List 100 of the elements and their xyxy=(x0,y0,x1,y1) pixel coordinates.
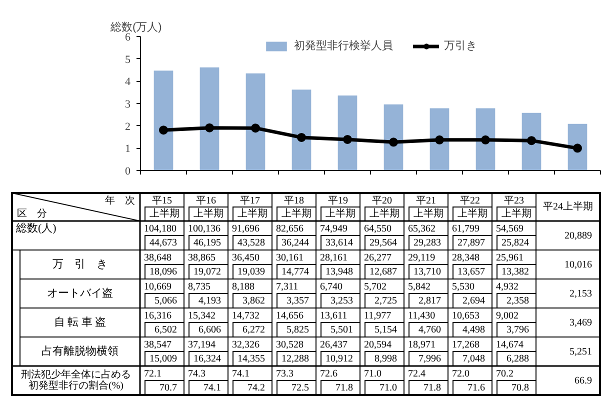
data-label: 3,796 xyxy=(506,324,529,336)
data-label: 3,862 xyxy=(242,296,265,307)
y-tick-label: 0 xyxy=(125,166,131,178)
category-label: 平19 xyxy=(328,194,348,206)
data-label: 10,653 xyxy=(452,310,480,322)
category-label: 平23 xyxy=(504,194,524,206)
point xyxy=(297,132,306,142)
data-label: 8,735 xyxy=(188,281,210,292)
data-label: 5,702 xyxy=(364,281,386,292)
bar xyxy=(384,104,404,170)
point xyxy=(205,123,214,132)
text: 年 次 xyxy=(105,194,135,206)
data-label: 2,817 xyxy=(418,296,441,307)
data-label: 5,825 xyxy=(286,324,309,336)
data-label: 14,774 xyxy=(282,266,309,278)
bar xyxy=(338,95,358,170)
y-tick-label: 5 xyxy=(125,54,131,66)
text: 刑法犯少年全体に占める初発型非行の割合(%) xyxy=(21,369,131,392)
data-label: 30,528 xyxy=(276,339,304,350)
category-label: 平21 xyxy=(416,194,436,206)
data-label: 18,096 xyxy=(150,266,177,278)
data-label: 25,961 xyxy=(496,252,524,264)
data-label: 4,932 xyxy=(496,281,518,292)
data-label: 71.6 xyxy=(468,382,485,394)
data-label: 33,614 xyxy=(326,238,353,249)
data-label: 12,288 xyxy=(282,354,309,365)
data-label: 70.7 xyxy=(160,382,177,394)
data-label: 29,283 xyxy=(414,238,441,249)
data-label: 72.5 xyxy=(292,382,309,394)
y-tick-label: 1 xyxy=(125,143,130,156)
bar xyxy=(246,73,266,170)
data-label: 65,362 xyxy=(408,223,436,234)
data-label: 28,161 xyxy=(320,252,348,264)
data-label: 2,358 xyxy=(506,296,529,307)
data-label: 5,530 xyxy=(452,281,474,292)
bar xyxy=(476,108,496,170)
data-label: 38,547 xyxy=(144,339,172,350)
data-label: 6,606 xyxy=(198,324,221,336)
text: 上半期 xyxy=(238,208,268,220)
data-label: 38,648 xyxy=(144,252,172,264)
data-label: 20,594 xyxy=(364,339,392,350)
point xyxy=(389,138,398,147)
data-label: 25,824 xyxy=(502,238,529,249)
data-label: 7,048 xyxy=(462,354,485,365)
text: 万 引 き xyxy=(52,258,108,271)
data-label: 14,656 xyxy=(276,310,304,322)
data-label: 2,725 xyxy=(374,296,397,307)
data-label: 36,244 xyxy=(282,238,309,249)
data-label: 3,469 xyxy=(570,316,592,328)
data-label: 36,450 xyxy=(232,252,260,264)
data-label: 2,153 xyxy=(570,288,592,300)
text: 上半期 xyxy=(150,208,180,220)
data-label: 26,437 xyxy=(320,339,348,350)
point xyxy=(527,136,536,146)
data-label: 5,066 xyxy=(154,296,177,307)
data-label: 6,740 xyxy=(320,281,342,292)
data-label: 66.9 xyxy=(574,374,592,386)
bar xyxy=(522,112,542,170)
data-label: 7,311 xyxy=(276,281,298,292)
data-label: 11,430 xyxy=(408,310,436,322)
data-label: 19,039 xyxy=(238,266,265,278)
data-label: 70.2 xyxy=(496,368,514,380)
data-label: 71.8 xyxy=(424,382,441,394)
data-label: 70.8 xyxy=(512,382,529,394)
data-label: 26,277 xyxy=(364,252,392,264)
data-label: 16,316 xyxy=(144,310,172,322)
data-label: 14,674 xyxy=(496,339,524,350)
y-tick-label: 4 xyxy=(125,76,131,88)
data-label: 3,357 xyxy=(286,296,309,307)
bar xyxy=(154,70,174,170)
data-label: 71.8 xyxy=(336,382,353,394)
data-label: 5,154 xyxy=(374,324,397,336)
data-label: 20,889 xyxy=(564,230,592,242)
data-label: 5,842 xyxy=(408,281,430,292)
data-label: 38,865 xyxy=(188,252,216,264)
data-label: 16,324 xyxy=(194,354,221,365)
data-label: 64,550 xyxy=(364,223,392,234)
data-label: 2,694 xyxy=(462,296,485,307)
text: 上半期 xyxy=(414,208,444,220)
data-label: 72.0 xyxy=(452,368,470,380)
legend-label: 万引き xyxy=(444,39,477,53)
data-label: 12,687 xyxy=(370,266,397,278)
data-label: 13,948 xyxy=(326,266,353,278)
data-label: 18,971 xyxy=(408,339,436,350)
text: 上半期 xyxy=(502,208,532,220)
data-label: 15,342 xyxy=(188,310,216,322)
point xyxy=(573,144,582,153)
data-label: 13,657 xyxy=(458,266,485,278)
data-label: 100,136 xyxy=(188,223,220,234)
text: 占有離脱物横領 xyxy=(42,345,118,358)
data-label: 82,656 xyxy=(276,223,304,234)
data-label: 43,528 xyxy=(238,238,265,249)
data-label: 11,977 xyxy=(364,310,392,322)
text: 自 転 車 盗 xyxy=(54,316,106,329)
data-label: 27,897 xyxy=(458,238,485,249)
data-label: 72.4 xyxy=(408,368,426,380)
text: 上半期 xyxy=(194,208,224,220)
data-label: 6,272 xyxy=(242,324,265,336)
category-label: 平16 xyxy=(196,194,216,206)
bar xyxy=(430,108,450,170)
